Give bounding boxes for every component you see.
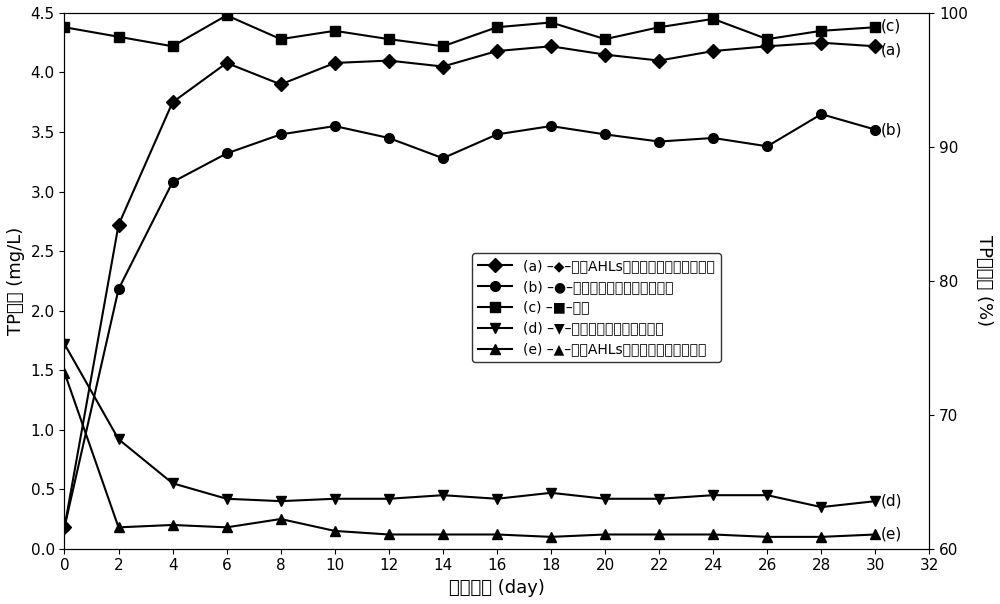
Text: (b): (b): [881, 122, 902, 137]
Text: (a): (a): [881, 42, 902, 57]
X-axis label: 运行时间 (day): 运行时间 (day): [449, 579, 545, 597]
Text: (e): (e): [881, 527, 902, 542]
Y-axis label: TP浓度 (mg/L): TP浓度 (mg/L): [7, 226, 25, 335]
Text: (d): (d): [881, 493, 902, 509]
Legend: (a) –◆–外添AHLs的周丛生物反应器去除率, (b) –●–普通周丛生物反应器去除率, (c) –■–进水, (d) –▼–普通周丛生物反应器出水, (e: (a) –◆–外添AHLs的周丛生物反应器去除率, (b) –●–普通周丛生物反…: [472, 253, 721, 362]
Y-axis label: TP去除率 (%): TP去除率 (%): [975, 236, 993, 326]
Text: (c): (c): [881, 19, 901, 34]
